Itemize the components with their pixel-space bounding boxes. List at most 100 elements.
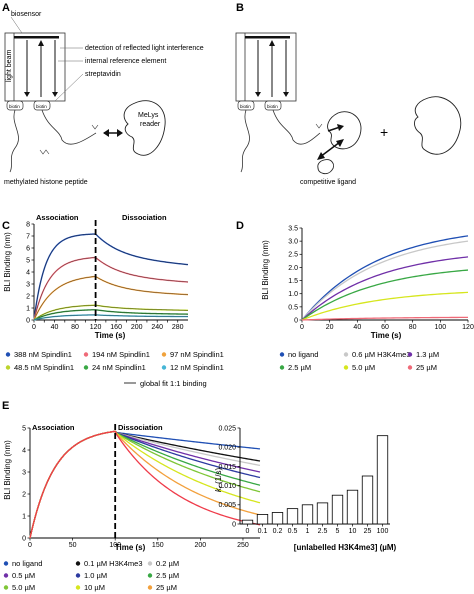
reader-label-line2: reader <box>140 121 161 128</box>
legend-d-item-label: 0.6 µM H3K4me3 <box>352 350 411 359</box>
chart-c-x-tick-label: 200 <box>131 324 143 331</box>
legend-e: no ligand 0.1 µM H3K4me3 0.2 µM 0.5 µM 1.0 µ… <box>3 559 179 592</box>
chart-e-bar-rect <box>256 514 269 525</box>
chart-c-y-tick-label: 3 <box>26 281 30 288</box>
legend-c-item-swatch <box>5 352 11 357</box>
chart-c: 0 40 80 120 160 200 240 280 0 1 2 3 4 5 6 7 8 <box>26 220 189 331</box>
light-beam-label: light beam <box>6 50 13 82</box>
chart-c-y-tick-label: 6 <box>26 245 30 252</box>
chart-e-bar-xlabel: [unlabelled H3K4me3] (µM) <box>294 543 397 552</box>
chart-c-y-tick-label: 5 <box>26 257 30 264</box>
streptavidin-label: streptavidin <box>85 71 121 78</box>
chart-e-xlabel: Time (s) <box>115 543 146 552</box>
chart-d-y-tick-label: 1.5 <box>288 278 298 285</box>
chart-e-y-tick-label: 2 <box>22 491 26 498</box>
biotin-label-2: biotin <box>36 104 47 109</box>
chart-e-bar-x-tick-label: 5 <box>336 528 340 535</box>
chart-e-bar-x-tick-label: 0 <box>246 528 250 535</box>
chart-e-bar-rect <box>271 512 284 525</box>
chart-e-y-tick-label: 5 <box>22 425 26 432</box>
chart-e-y-tick-label: 1 <box>22 513 26 520</box>
chart-c-x-tick-label: 280 <box>172 324 184 331</box>
chart-c-y-tick-label: 2 <box>26 293 30 300</box>
legend-c-item-swatch <box>83 352 89 357</box>
chart-e-bar-x-tick-label: 0.2 <box>273 528 283 535</box>
legend-d-item-swatch <box>279 365 285 370</box>
legend-e-item-swatch <box>75 561 81 566</box>
chart-d-x-tick-label: 120 <box>462 324 474 331</box>
chart-e-bar-rect <box>301 504 314 525</box>
chart-d-y-tick-label: 1.0 <box>288 291 298 298</box>
chart-e-bar-ylabel: kr (1/s) <box>214 468 225 493</box>
chart-d-x-tick-label: 80 <box>409 324 417 331</box>
sensor-box <box>4 32 66 102</box>
legend-e-item-label: 1.0 µM <box>84 571 107 580</box>
chart-c-y-tick-label: 4 <box>26 269 30 276</box>
chart-c-association-label: Association <box>36 213 79 222</box>
light-arrow-down-2-icon <box>52 92 58 97</box>
biosensor-label: biosensor <box>11 11 42 18</box>
legend-c-item-swatch <box>161 352 167 357</box>
chart-e-x-tick-label: 150 <box>152 542 164 549</box>
reference-element <box>14 36 59 39</box>
legend-c-item-label: 24 nM Spindlin1 <box>92 363 146 372</box>
chart-c-ylabel: BLI Binding (nm) <box>3 232 12 292</box>
legend-e-item-swatch <box>3 561 9 566</box>
peptide-strand-1 <box>9 109 19 173</box>
light-arrow-up-icon <box>38 40 44 46</box>
chart-e-bar-y-tick-label: 0.020 <box>218 445 236 452</box>
chart-c-x-tick-label: 0 <box>32 324 36 331</box>
chart-c-fit-line <box>33 257 189 321</box>
chart-c-x-tick-label: 40 <box>51 324 59 331</box>
chart-d-x-tick-label: 0 <box>300 324 304 331</box>
panel-b: B biotin biotin competitive ligand + <box>235 2 462 186</box>
panel-label-c: C <box>2 220 10 232</box>
chart-d-series-line <box>301 240 469 321</box>
legend-d: no ligand 0.6 µM H3K4me3 1.3 µM 2.5 µM 5.0 µ… <box>279 350 439 372</box>
chart-e-bar-rect <box>286 508 299 525</box>
chart-e-bar: 0 0.005 0.010 0.015 0.020 0.025 0 0.1 0.2 0.5 1 2.5… <box>218 425 390 535</box>
legend-e-item-label: 5.0 µM <box>12 583 35 592</box>
chart-d-series-line <box>301 269 469 321</box>
panel-e: E BLI Binding (nm) Time (s) Association … <box>2 400 397 552</box>
arrow-to-reader-icon <box>337 124 344 131</box>
light-arrow-up-b-icon <box>269 40 275 46</box>
chart-d-x-tick-label: 40 <box>353 324 361 331</box>
chart-e-x-tick-label: 50 <box>69 542 77 549</box>
legend-c-item-swatch <box>5 365 11 370</box>
biotin-label-b2: biotin <box>267 104 278 109</box>
light-arrow-down-b2-icon <box>283 92 289 97</box>
legend-e-item-swatch <box>147 585 153 590</box>
peptide-strand-2 <box>41 109 97 145</box>
legend-e-item-swatch <box>3 585 9 590</box>
chart-c-x-tick-label: 80 <box>71 324 79 331</box>
chart-d-y-tick-label: 2.5 <box>288 252 298 259</box>
legend-d-item-label: no ligand <box>288 350 318 359</box>
chart-c-y-tick-label: 1 <box>26 305 30 312</box>
chart-e-bar-x-tick-label: 0.1 <box>258 528 268 535</box>
chart-c-y-tick-label: 8 <box>26 221 30 228</box>
peptide-label: methylated histone peptide <box>4 179 88 186</box>
chart-e-bar-x-tick-label: 25 <box>364 528 372 535</box>
chart-e-association-label: Association <box>32 423 75 432</box>
chart-d-series-line <box>301 235 469 321</box>
chart-c-y-tick-label: 0 <box>26 317 30 324</box>
panel-label-a: A <box>2 2 10 14</box>
biotin-label-b1: biotin <box>240 104 251 109</box>
chart-e-bar-rect <box>241 519 254 525</box>
chart-e-y-tick-label: 3 <box>22 469 26 476</box>
chart-e-bar-y-tick-label: 0 <box>232 521 236 528</box>
chart-c-fit-line <box>33 309 189 321</box>
chart-c-x-tick-label: 160 <box>110 324 122 331</box>
free-reader-shape <box>414 96 462 155</box>
chart-e-bar-rect <box>316 502 329 525</box>
legend-c: 388 nM Spindlin1 194 nM Spindlin1 97 nM Sp… <box>5 350 224 388</box>
chart-d-y-tick-label: 3.5 <box>288 225 298 232</box>
competitive-ligand-label: competitive ligand <box>300 179 356 186</box>
chart-c-x-tick-label: 240 <box>151 324 163 331</box>
chart-c-y-tick-label: 7 <box>26 233 30 240</box>
chart-e-x-tick-label: 0 <box>28 542 32 549</box>
arrow-ligand-up-icon <box>336 139 344 147</box>
legend-e-item-swatch <box>147 561 153 566</box>
chart-e-x-tick-label: 250 <box>237 542 249 549</box>
